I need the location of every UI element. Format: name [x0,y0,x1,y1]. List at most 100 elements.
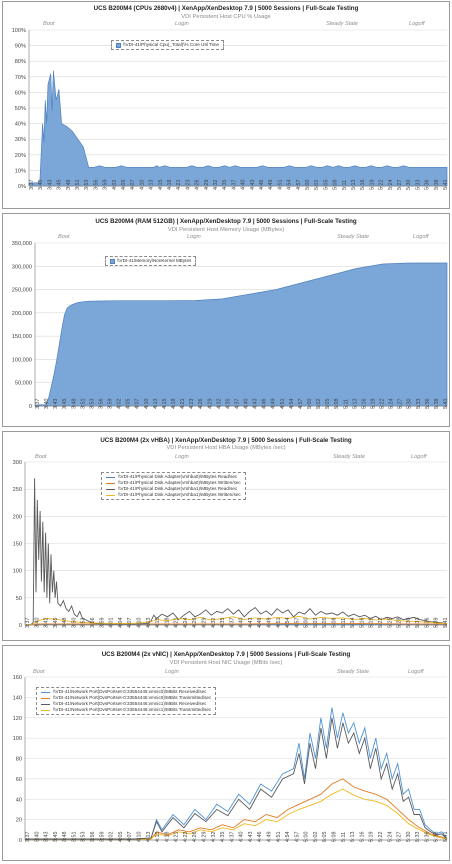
x-tick-label: 4:10 [139,180,145,191]
y-tick-label: 20% [15,153,26,159]
x-tick-label: 5:38 [434,180,440,191]
x-tick-label: 4:35 [222,180,228,191]
x-tick-label: 4:04 [118,618,124,629]
x-tick-label: 4:24 [183,618,189,629]
legend-swatch [116,42,121,48]
x-tick-label: 4:40 [239,618,245,629]
x-tick-label: 5:30 [407,399,413,410]
x-tick-label: 5:27 [397,180,403,191]
x-tick-label: 4:49 [267,618,273,629]
x-tick-label: 5:11 [342,180,348,190]
y-tick-label: 20 [16,818,22,824]
series-line [25,717,448,840]
x-tick-label: 4:07 [135,399,141,410]
y-tick-label: 50% [15,106,26,112]
x-tick-label: 4:46 [259,180,265,191]
x-tick-label: 4:05 [121,180,127,191]
x-tick-label: 4:23 [189,399,195,410]
x-tick-label: 4:40 [244,399,250,410]
x-tick-label: 4:10 [136,618,142,629]
x-tick-label: 3:45 [57,180,63,191]
series-line [25,478,448,626]
x-tick-label: 5:13 [351,180,357,191]
legend-label: \\VDI-41\Physical Disk Adapter(vmhba0)\M… [118,474,238,479]
y-tick-label: 0 [19,838,22,844]
x-tick-label: 4:15 [162,399,168,410]
x-tick-label: 5:41 [443,832,449,843]
y-tick-label: 250,000 [12,288,32,294]
y-tick-label: 200 [13,514,22,520]
x-tick-label: 3:59 [103,180,109,191]
memory-chart-panel: UCS B200M4 (RAM 512GB) | XenApp/XenDeskt… [2,213,450,427]
legend-label: \\VDI-41\Network Port(DvsPortset-0:33554… [53,701,207,707]
x-tick-label: 3:50 [71,618,77,629]
x-tick-label: 5:36 [425,399,431,410]
x-tick-label: 5:24 [389,399,395,410]
y-tick-label: 30% [15,137,26,143]
chart-legend: \\VDI-41\Network Port(DvsPortset-0:33554… [36,687,217,716]
x-tick-label: 4:23 [185,180,191,191]
x-tick-label: 5:16 [360,180,366,191]
x-tick-label: 4:26 [192,618,198,629]
x-tick-label: 5:19 [370,399,376,410]
y-tick-label: 150 [13,542,22,548]
x-tick-label: 4:49 [267,832,273,843]
y-tick-label: 40% [15,122,26,128]
series-area [28,70,448,187]
x-tick-label: 5:22 [378,618,384,629]
legend-label: \\VDI-41\Network Port(DvsPortset-0:33554… [53,695,212,701]
x-tick-label: 5:05 [325,399,331,410]
x-tick-label: 4:15 [155,618,161,629]
y-tick-label: 350,000 [12,241,32,247]
x-tick-label: 5:03 [313,618,319,629]
x-tick-label: 4:51 [280,399,286,410]
x-tick-label: 3:37 [29,180,35,191]
x-tick-label: 3:40 [44,399,50,410]
y-tick-label: 0 [19,623,22,629]
x-tick-label: 5:33 [415,832,421,843]
x-tick-label: 3:51 [80,399,86,410]
x-tick-label: 4:37 [231,180,237,191]
x-tick-label: 3:59 [99,832,105,843]
x-tick-label: 4:01 [109,618,115,629]
x-tick-label: 5:16 [359,618,365,629]
legend-swatch [106,494,115,496]
chart-subtitle: VDI Persistent Host Memory Usage (MBytes… [167,227,285,233]
x-tick-label: 4:18 [164,832,170,843]
x-tick-label: 3:59 [99,618,105,629]
legend-label: \\VDI-41\Network Port(DvsPortset-0:33554… [53,689,207,694]
x-tick-label: 3:56 [90,832,96,843]
x-tick-label: 5:30 [406,180,412,191]
x-tick-label: 4:26 [198,399,204,410]
y-tick-label: 250 [13,487,22,493]
x-tick-label: 4:07 [127,832,133,843]
x-tick-label: 5:39 [434,618,440,629]
x-tick-label: 5:00 [304,832,310,843]
nic-chart-plot: 0 20 40 60 80 100 120 140 160 3:37 3:40 3:43 3:45 3:4… [13,675,449,844]
x-tick-label: 5:24 [388,180,394,191]
legend-swatch [41,703,50,705]
x-tick-label: 5:08 [332,832,338,843]
x-tick-label: 5:38 [434,399,440,410]
legend-swatch [41,697,50,699]
y-tick-label: 100 [13,569,22,575]
x-tick-label: 3:56 [98,399,104,410]
x-tick-label: 4:05 [126,399,132,410]
x-tick-label: 5:33 [416,399,422,410]
x-tick-label: 4:40 [239,832,245,843]
chart-legend: \\VDI-41\Memory\NonKernel MBytes [105,256,197,267]
x-tick-label: 4:23 [183,832,189,843]
x-tick-label: 5:05 [322,618,328,629]
x-tick-label: 4:57 [296,180,302,191]
x-tick-label: 4:13 [146,618,152,629]
x-tick-label: 4:18 [164,618,170,629]
chart-title: UCS B200M4 (CPUs 2680v4) | XenApp/XenDes… [93,5,359,12]
y-tick-label: 100,000 [12,357,32,363]
phase-label-steady-state: Steady State [333,454,366,460]
phase-label-steady-state: Steady State [326,21,359,27]
x-tick-label: 5:05 [323,180,329,191]
x-tick-label: 3:43 [44,832,50,843]
x-tick-label: 5:00 [304,618,310,629]
x-tick-label: 4:05 [118,832,124,843]
